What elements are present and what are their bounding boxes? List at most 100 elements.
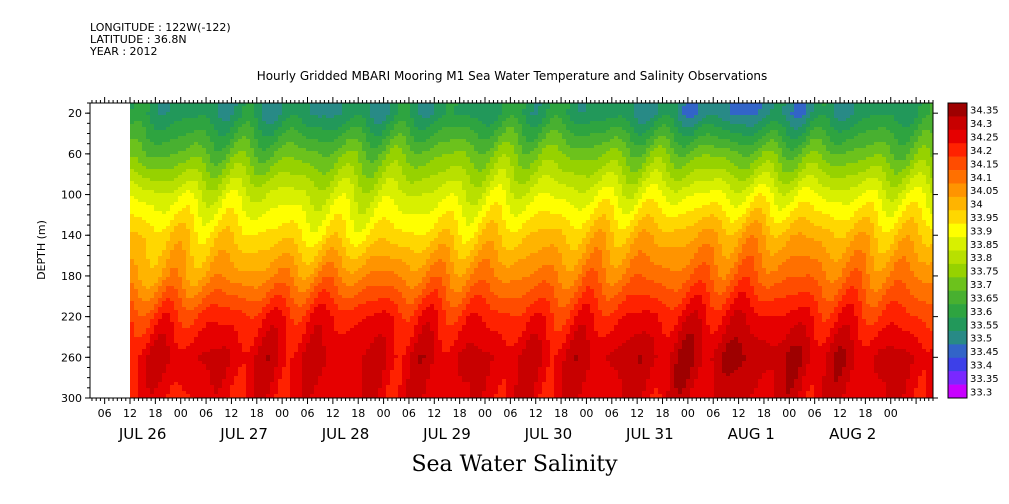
field-cell (222, 328, 227, 332)
field-cell (274, 364, 279, 368)
field-cell (134, 292, 139, 296)
field-cell (282, 247, 287, 251)
field-cell (262, 169, 267, 173)
field-cell (130, 286, 135, 290)
field-cell (206, 187, 211, 191)
field-cell (294, 361, 299, 365)
field-cell (242, 298, 247, 302)
field-cell (166, 112, 171, 116)
field-cell (318, 235, 323, 239)
field-cell (166, 202, 171, 206)
field-cell (166, 259, 171, 263)
field-cell (202, 310, 207, 314)
field-cell (222, 394, 227, 398)
field-cell (186, 256, 191, 260)
field-cell (190, 265, 195, 269)
field-cell (162, 298, 167, 302)
field-cell (282, 373, 287, 377)
field-cell (258, 304, 263, 308)
field-cell (158, 394, 163, 398)
field-cell (302, 349, 307, 353)
field-cell (182, 277, 187, 281)
field-cell (174, 136, 179, 140)
field-cell (222, 343, 227, 347)
field-cell (194, 376, 199, 380)
field-cell (210, 121, 215, 125)
field-cell (186, 325, 191, 329)
field-cell (254, 298, 259, 302)
field-cell (186, 238, 191, 242)
field-cell (270, 304, 275, 308)
field-cell (186, 118, 191, 122)
field-cell (174, 196, 179, 200)
field-cell (258, 184, 263, 188)
field-cell (318, 109, 323, 113)
field-cell (242, 139, 247, 143)
field-cell (250, 106, 255, 110)
field-cell (246, 265, 251, 269)
field-cell (182, 343, 187, 347)
field-cell (138, 199, 143, 203)
field-cell (314, 226, 319, 230)
field-cell (226, 298, 231, 302)
field-cell (282, 319, 287, 323)
field-cell (138, 253, 143, 257)
field-cell (154, 265, 159, 269)
field-cell (270, 118, 275, 122)
field-cell (194, 367, 199, 371)
field-cell (250, 217, 255, 221)
field-cell (278, 178, 283, 182)
field-cell (162, 166, 167, 170)
field-cell (310, 364, 315, 368)
field-cell (218, 391, 223, 395)
field-cell (254, 121, 259, 125)
field-cell (214, 298, 219, 302)
field-cell (242, 253, 247, 257)
field-cell (282, 256, 287, 260)
field-cell (222, 157, 227, 161)
field-cell (238, 379, 243, 383)
field-cell (262, 193, 267, 197)
field-cell (166, 115, 171, 119)
field-cell (266, 331, 271, 335)
field-cell (154, 172, 159, 176)
field-cell (230, 172, 235, 176)
field-cell (238, 133, 243, 137)
field-cell (314, 262, 319, 266)
field-cell (306, 367, 311, 371)
field-cell (154, 118, 159, 122)
field-cell (250, 148, 255, 152)
field-cell (210, 196, 215, 200)
field-cell (294, 262, 299, 266)
field-cell (270, 331, 275, 335)
field-cell (278, 367, 283, 371)
field-cell (322, 361, 327, 365)
field-cell (318, 112, 323, 116)
field-cell (290, 211, 295, 215)
field-cell (286, 139, 291, 143)
field-cell (234, 259, 239, 263)
field-cell (206, 364, 211, 368)
field-cell (142, 106, 147, 110)
field-cell (282, 355, 287, 359)
field-cell (282, 238, 287, 242)
field-cell (258, 271, 263, 275)
field-cell (142, 286, 147, 290)
field-cell (142, 199, 147, 203)
field-cell (202, 253, 207, 257)
field-cell (206, 160, 211, 164)
field-cell (278, 376, 283, 380)
field-cell (322, 358, 327, 362)
field-cell (162, 331, 167, 335)
field-cell (202, 271, 207, 275)
field-cell (254, 307, 259, 311)
field-cell (210, 178, 215, 182)
field-cell (314, 106, 319, 110)
field-cell (310, 115, 315, 119)
field-cell (158, 142, 163, 146)
field-cell (254, 217, 259, 221)
field-cell (182, 265, 187, 269)
field-cell (214, 184, 219, 188)
field-cell (138, 238, 143, 242)
field-cell (130, 283, 135, 287)
